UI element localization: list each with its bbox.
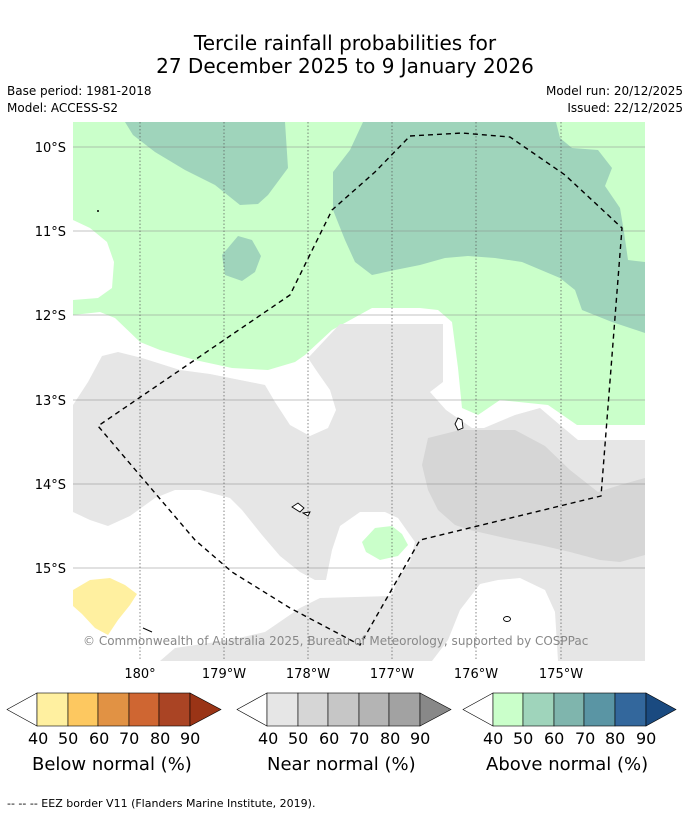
colorbar-above-over-arrow [645,692,677,727]
island-outline-5 [142,627,153,633]
colorbar-above-swatch [583,692,616,727]
eez-footnote: -- -- -- EEZ border V11 (Flanders Marine… [7,797,316,810]
above-normal-title: Above normal (%) [486,754,649,775]
above-normal-mid-region-north [125,122,288,205]
cb-below-tick: 90 [180,729,201,748]
above-normal-mid-region-small [222,236,261,281]
below-normal-title: Below normal (%) [32,754,192,775]
near-normal-light-region [73,324,645,661]
cb-near-tick: 50 [288,729,309,748]
lon-label: 179°W [202,667,246,682]
near-normal-title: Near normal (%) [267,754,416,775]
colorbar-below-swatch [128,692,160,727]
colorbar-near-over-arrow [419,692,452,727]
island-outline-2 [291,502,305,513]
above-normal-mid-region-east [333,122,645,333]
cb-below-tick: 60 [89,729,110,748]
colorbar-below-under-arrow [6,692,38,727]
colorbar-near [236,692,452,727]
colorbar-above-swatch [553,692,585,727]
cb-below-tick: 80 [150,729,171,748]
model-run: Model run: 20/12/2025 [545,84,683,98]
colorbar-near-swatch [358,692,390,727]
colorbar-below-swatch [158,692,191,727]
colorbar-near-swatch [327,692,360,727]
colorbar-near-swatch [266,692,299,727]
base-period: Base period: 1981-2018 [7,84,152,98]
colorbar-below-swatch [97,692,130,727]
lon-label: 175°W [539,667,583,682]
colorbar-below-swatch [67,692,99,727]
lat-label: 11°S [35,225,66,240]
colorbar-near-swatch [297,692,329,727]
island-dot [97,210,99,212]
island-outline [454,417,464,431]
cb-above-tick: 50 [513,729,534,748]
lat-label: 10°S [35,141,66,156]
cb-near-tick: 90 [410,729,431,748]
issued-date: Issued: 22/12/2025 [567,101,683,115]
title-line-1: Tercile rainfall probabilities for [193,31,497,55]
lon-label: 177°W [370,667,414,682]
cb-above-tick: 60 [544,729,565,748]
lon-label: 176°W [454,667,498,682]
lat-label: 15°S [35,562,66,577]
colorbar-above-swatch [614,692,647,727]
cb-near-tick: 40 [258,729,279,748]
island-outline-3 [301,511,311,517]
cb-below-tick: 50 [58,729,79,748]
colorbar-above-swatch [522,692,555,727]
colorbar-near-swatch [388,692,421,727]
lat-label: 14°S [35,478,66,493]
cb-near-tick: 70 [349,729,370,748]
cb-above-tick: 70 [575,729,596,748]
title-line-2: 27 December 2025 to 9 January 2026 [156,54,534,78]
copyright-note: © Commonwealth of Australia 2025, Bureau… [83,634,588,648]
colorbar-below [6,692,222,727]
near-normal-mid-region [422,430,645,562]
colorbar-above-under-arrow [462,692,494,727]
model-name: Model: ACCESS-S2 [7,101,119,115]
lon-label: 180° [124,667,155,682]
cb-below-tick: 70 [119,729,140,748]
below-normal-region [73,578,137,635]
lat-label: 12°S [35,309,66,324]
cb-above-tick: 90 [636,729,657,748]
cb-above-tick: 80 [605,729,626,748]
colorbar-near-under-arrow [236,692,268,727]
above-normal-small-patch [362,526,408,560]
cb-below-tick: 40 [28,729,49,748]
cb-near-tick: 60 [319,729,340,748]
colorbar-below-over-arrow [189,692,222,727]
lat-label: 13°S [35,394,66,409]
cb-near-tick: 80 [380,729,401,748]
lon-label: 178°W [286,667,330,682]
colorbar-above [462,692,677,727]
island-outline-4 [503,616,511,622]
colorbar-above-swatch [492,692,524,727]
colorbar-below-swatch [36,692,69,727]
cb-above-tick: 40 [483,729,504,748]
